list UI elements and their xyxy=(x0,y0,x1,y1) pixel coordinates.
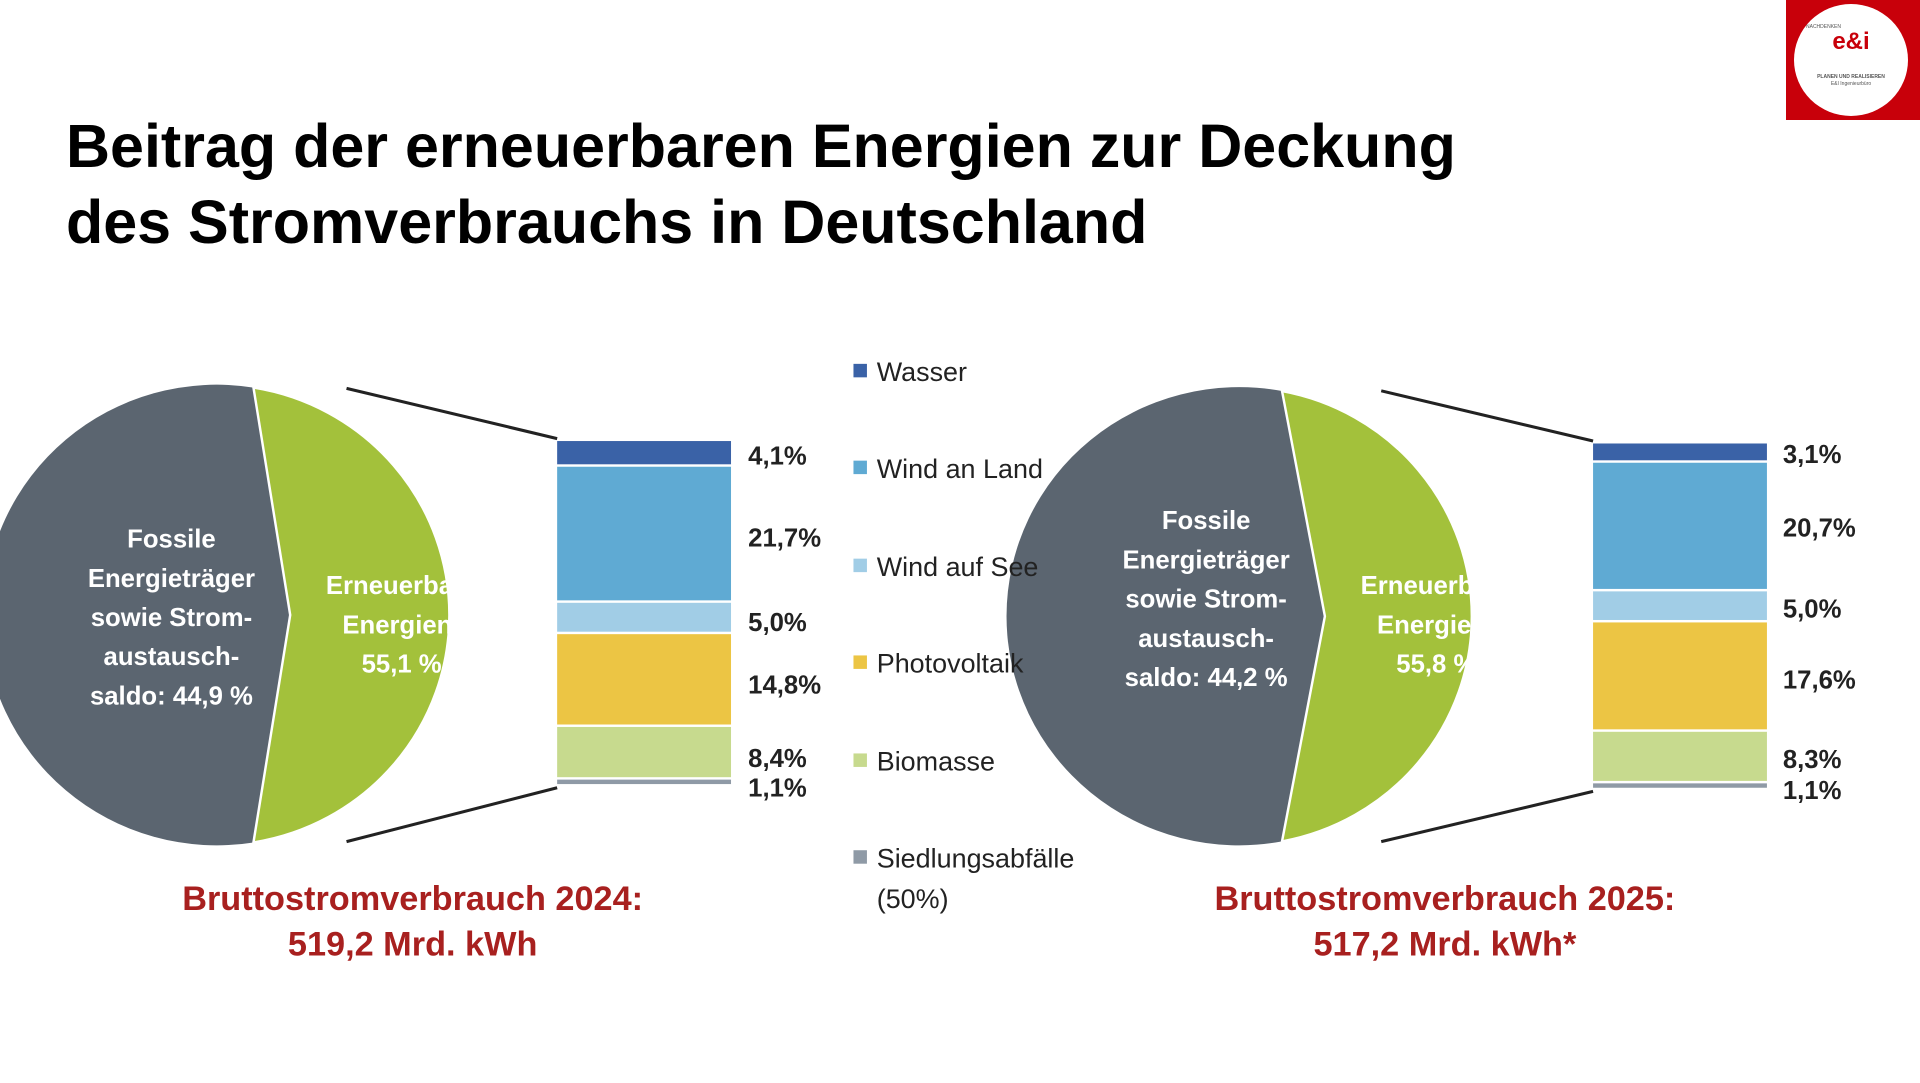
legend-swatch xyxy=(853,655,867,669)
pie-label-fossil-line: austausch- xyxy=(1138,625,1274,653)
chart-caption-line: Bruttostromverbrauch 2025: xyxy=(1214,880,1675,918)
legend-label-line: Wind an Land xyxy=(877,454,1043,484)
page-title: Beitrag der erneuerbaren Energien zur De… xyxy=(66,108,1456,260)
legend-label: Siedlungsabfälle (50%) xyxy=(877,843,1075,913)
chart-caption-line: 517,2 Mrd. kWh* xyxy=(1313,926,1576,964)
pie-slice-renewable xyxy=(251,386,451,844)
bar-value-label: 21,7% xyxy=(748,524,821,552)
bar-segment-wasser xyxy=(1593,443,1767,461)
bar-segment-wind-auf-see xyxy=(557,602,732,632)
pie-label-renewable-line: Energien: xyxy=(342,611,461,639)
legend-swatch xyxy=(853,850,867,864)
pie-label-fossil-line: Fossile xyxy=(127,526,216,554)
bar-segment-wind-an-land xyxy=(557,466,732,601)
pie-label-renewable-line: 55,8 % xyxy=(1396,651,1476,679)
pie-slice-renewable xyxy=(1280,389,1473,843)
pie-label-fossil-line: Energieträger xyxy=(88,565,255,593)
bar-value-label: 4,1% xyxy=(748,442,807,470)
pie-slice-fossil xyxy=(0,384,291,846)
bar-segment-siedlungsabfaelle xyxy=(557,779,732,785)
bar-segment-siedlungsabfaelle xyxy=(1593,783,1767,788)
chart-caption: Bruttostromverbrauch 2024: 519,2 Mrd. kWh xyxy=(182,880,643,963)
pie-label-renewable-line: Erneuerbare xyxy=(326,572,477,600)
bar-segment-biomasse xyxy=(557,726,732,778)
pie-label-renewable-line: Energien: xyxy=(1377,611,1496,639)
bar-value-label: 8,4% xyxy=(748,745,807,773)
pie-label-fossil-line: Energieträger xyxy=(1123,546,1290,574)
pie-label-fossil-line: sowie Strom- xyxy=(91,604,252,632)
bar-segment-wasser xyxy=(557,441,732,465)
connector-line-bottom xyxy=(346,786,558,844)
legend-swatch xyxy=(853,363,867,378)
legend-swatch xyxy=(853,558,867,573)
bar-value-label: 14,8% xyxy=(748,671,821,699)
legend-swatch xyxy=(853,753,867,767)
chart-caption-line: Bruttostromverbrauch 2024: xyxy=(182,880,643,918)
legend-label: Biomasse xyxy=(877,747,995,777)
legend-label-line: (50%) xyxy=(877,884,949,914)
pie-slice-fossil xyxy=(1006,387,1325,846)
legend-label: Wind an Land xyxy=(877,454,1043,484)
bar-value-label: 5,0% xyxy=(748,609,807,637)
pie-label-fossil-line: austausch- xyxy=(104,643,240,671)
legend-label: Photovoltaik xyxy=(877,649,1024,679)
legend-label-line: Photovoltaik xyxy=(877,649,1024,679)
chart-caption: Bruttostromverbrauch 2025: 517,2 Mrd. kWh… xyxy=(1214,880,1675,963)
pie-label-fossil: Fossile Energieträger sowie Strom-austausc… xyxy=(1123,507,1290,692)
pie-label-renewable: Erneuerbare Energien: 55,8 % xyxy=(1361,572,1512,678)
connector-line-top xyxy=(346,386,558,441)
company-logo: NACHDENKEN e&i PLANEN UND REALISIEREN E&… xyxy=(1786,0,1920,120)
pie-label-fossil-line: saldo: 44,9 % xyxy=(90,682,253,710)
bar-value-label: 5,0% xyxy=(1783,595,1842,623)
pie-label-fossil: Fossile Energieträger sowie Strom-austausc… xyxy=(88,526,255,711)
bar-segment-photovoltaik xyxy=(557,634,732,725)
bar-segment-wind-auf-see xyxy=(1593,591,1767,620)
bar-segment-photovoltaik xyxy=(1593,622,1767,730)
bar-value-label: 1,1% xyxy=(1783,777,1842,805)
title-line-1: Beitrag der erneuerbaren Energien zur De… xyxy=(66,112,1456,180)
bar-segment-wind-an-land xyxy=(1593,462,1767,589)
legend-label-line: Biomasse xyxy=(877,747,995,777)
legend-label-line: Wasser xyxy=(877,357,967,387)
legend-swatch xyxy=(853,460,867,475)
legend-label: Wasser xyxy=(877,357,967,387)
pie-label-renewable-line: Erneuerbare xyxy=(1361,572,1512,600)
legend-label-line: Wind auf See xyxy=(877,552,1039,582)
bar-value-label: 3,1% xyxy=(1783,441,1842,469)
pie-label-renewable: Erneuerbare Energien: 55,1 % xyxy=(326,572,477,678)
chart-caption-line: 519,2 Mrd. kWh xyxy=(288,926,537,964)
bar-value-label: 20,7% xyxy=(1783,515,1856,543)
legend-label-line: Siedlungsabfälle xyxy=(877,843,1075,873)
bar-value-label: 8,3% xyxy=(1783,746,1842,774)
bar-segment-biomasse xyxy=(1593,731,1767,781)
pie-label-fossil-line: saldo: 44,2 % xyxy=(1125,664,1288,692)
bar-value-label: 17,6% xyxy=(1783,667,1856,695)
pie-label-renewable-line: 55,1 % xyxy=(362,651,442,679)
pie-label-fossil-line: sowie Strom- xyxy=(1125,586,1286,614)
legend-label: Wind auf See xyxy=(877,552,1039,582)
connector-line-bottom xyxy=(1380,789,1594,844)
bar-value-label: 1,1% xyxy=(748,774,807,802)
connector-line-top xyxy=(1380,389,1594,443)
pie-label-fossil-line: Fossile xyxy=(1162,507,1251,535)
title-line-2: des Stromverbrauchs in Deutschland xyxy=(66,188,1148,256)
